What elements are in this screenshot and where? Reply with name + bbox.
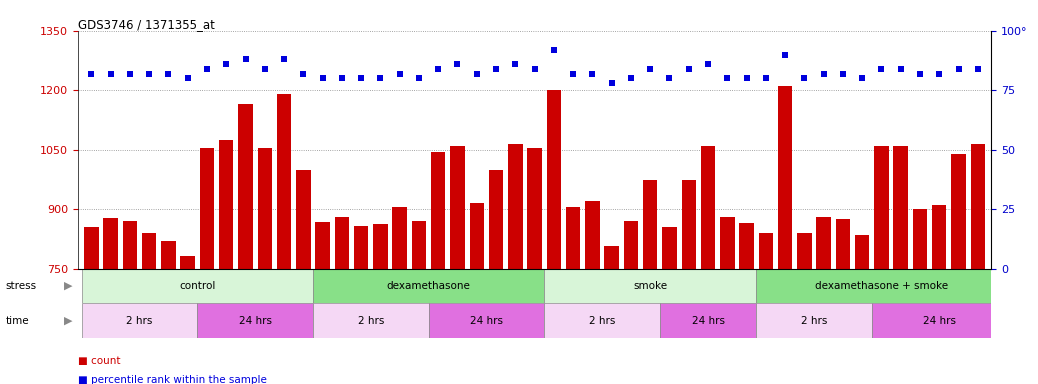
Bar bbox=[469, 203, 484, 384]
Bar bbox=[797, 233, 812, 384]
Text: stress: stress bbox=[5, 281, 36, 291]
Bar bbox=[199, 148, 214, 384]
Bar bbox=[855, 235, 870, 384]
Bar bbox=[527, 148, 542, 384]
Bar bbox=[429, 303, 544, 338]
Bar bbox=[701, 146, 715, 384]
Bar bbox=[660, 303, 757, 338]
Text: 2 hrs: 2 hrs bbox=[127, 316, 153, 326]
Bar bbox=[431, 152, 445, 384]
Text: dexamethasone: dexamethasone bbox=[386, 281, 470, 291]
Bar bbox=[239, 104, 252, 384]
Bar bbox=[643, 179, 657, 384]
Bar bbox=[817, 217, 830, 384]
Text: 24 hrs: 24 hrs bbox=[239, 316, 272, 326]
Bar bbox=[312, 269, 544, 303]
Bar bbox=[971, 144, 985, 384]
Bar bbox=[312, 303, 429, 338]
Bar bbox=[894, 146, 908, 384]
Bar bbox=[585, 201, 600, 384]
Bar bbox=[354, 226, 368, 384]
Bar bbox=[739, 223, 754, 384]
Bar bbox=[912, 209, 927, 384]
Bar bbox=[104, 218, 118, 384]
Bar bbox=[489, 170, 503, 384]
Text: smoke: smoke bbox=[633, 281, 667, 291]
Bar bbox=[122, 221, 137, 384]
Text: ▶: ▶ bbox=[64, 316, 73, 326]
Bar bbox=[604, 246, 619, 384]
Bar bbox=[508, 144, 522, 384]
Text: control: control bbox=[180, 281, 216, 291]
Text: 2 hrs: 2 hrs bbox=[589, 316, 616, 326]
Bar bbox=[296, 170, 310, 384]
Bar bbox=[412, 221, 427, 384]
Bar bbox=[624, 221, 638, 384]
Bar bbox=[951, 154, 965, 384]
Bar bbox=[777, 86, 792, 384]
Bar bbox=[374, 224, 387, 384]
Text: 24 hrs: 24 hrs bbox=[923, 316, 956, 326]
Text: ■ count: ■ count bbox=[78, 356, 120, 366]
Bar bbox=[544, 269, 757, 303]
Bar bbox=[757, 303, 872, 338]
Bar bbox=[161, 241, 175, 384]
Bar bbox=[82, 269, 312, 303]
Bar bbox=[277, 94, 292, 384]
Bar bbox=[334, 217, 349, 384]
Bar bbox=[142, 233, 157, 384]
Text: dexamethasone + smoke: dexamethasone + smoke bbox=[815, 281, 948, 291]
Bar bbox=[759, 233, 773, 384]
Bar bbox=[197, 303, 312, 338]
Bar bbox=[720, 217, 735, 384]
Text: 24 hrs: 24 hrs bbox=[691, 316, 725, 326]
Bar bbox=[84, 227, 99, 384]
Bar bbox=[544, 303, 660, 338]
Text: ▶: ▶ bbox=[64, 281, 73, 291]
Bar bbox=[82, 303, 197, 338]
Bar bbox=[181, 256, 195, 384]
Bar bbox=[872, 303, 1007, 338]
Text: 2 hrs: 2 hrs bbox=[800, 316, 827, 326]
Text: time: time bbox=[5, 316, 29, 326]
Bar bbox=[547, 90, 562, 384]
Text: GDS3746 / 1371355_at: GDS3746 / 1371355_at bbox=[78, 18, 215, 31]
Text: ■ percentile rank within the sample: ■ percentile rank within the sample bbox=[78, 375, 267, 384]
Bar bbox=[392, 207, 407, 384]
Bar bbox=[219, 140, 234, 384]
Text: 24 hrs: 24 hrs bbox=[470, 316, 502, 326]
Bar bbox=[836, 219, 850, 384]
Bar bbox=[316, 222, 330, 384]
Bar bbox=[257, 148, 272, 384]
Bar bbox=[757, 269, 1007, 303]
Text: 2 hrs: 2 hrs bbox=[357, 316, 384, 326]
Bar bbox=[932, 205, 947, 384]
Bar bbox=[874, 146, 889, 384]
Bar bbox=[682, 179, 695, 384]
Bar bbox=[566, 207, 580, 384]
Bar bbox=[662, 227, 677, 384]
Bar bbox=[450, 146, 465, 384]
